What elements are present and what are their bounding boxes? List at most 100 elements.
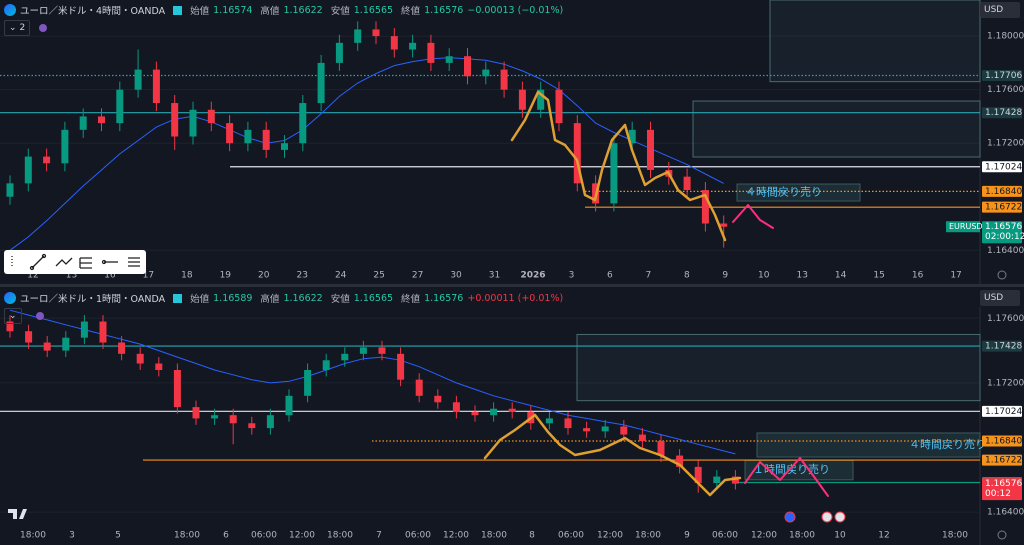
x-tick-label: 17 <box>143 271 154 281</box>
symbol: ユーロ／米ドル・1時間・OANDA <box>20 294 166 305</box>
candle-body <box>434 395 442 403</box>
zone <box>576 333 981 402</box>
candle-body <box>281 143 288 150</box>
indicator-count: 2 <box>19 23 26 33</box>
countdown: 02:00:12 <box>985 232 1024 242</box>
candle-body <box>537 89 545 110</box>
candle-body <box>518 89 526 110</box>
candle-body <box>555 89 563 124</box>
event-icon <box>784 511 796 523</box>
x-tick-label: 6 <box>223 531 229 541</box>
low-label: 安値 <box>330 294 350 305</box>
currency[interactable]: USD <box>980 2 1020 18</box>
price-tag-label: 1.16576 <box>985 479 1022 489</box>
header-top: ユーロ／米ドル・4時間・OANDA 始値 1.16574 高値 1.16622 安値… <box>4 1 563 19</box>
candle-body <box>647 129 654 170</box>
annotation-text: ４時間戻り売り <box>745 186 822 199</box>
x-tick-label: 06:00 <box>251 531 277 541</box>
close-label: 終値 <box>401 6 421 17</box>
annotation-box <box>736 183 861 202</box>
candle-body <box>731 476 739 484</box>
candle-body <box>171 103 179 137</box>
symbol-tag-label: EURUSD <box>949 222 983 231</box>
price-tag <box>982 454 1022 466</box>
high-value: 1.16622 <box>283 4 323 16</box>
candle-body <box>452 402 460 412</box>
candle-body <box>266 415 274 429</box>
drawing <box>483 413 742 497</box>
x-tick-label: 17 <box>950 271 961 281</box>
high-label: 高値 <box>260 294 280 305</box>
y-tick-label: 1.17200 <box>987 139 1024 149</box>
change: +0.00011 (+0.01%) <box>467 292 564 304</box>
x-tick-label: 10 <box>758 271 770 281</box>
x-tick-label: 25 <box>373 271 384 281</box>
x-tick-label: 18:00 <box>635 531 661 541</box>
x-tick-label: 9 <box>684 531 690 541</box>
y-tick-label: 1.18000 <box>987 32 1024 42</box>
x-tick-label: 06:00 <box>405 531 431 541</box>
price-tag-label: 1.16722 <box>985 456 1022 466</box>
x-tick-label: 13 <box>796 271 807 281</box>
candle-body <box>471 411 479 416</box>
candle-body <box>62 337 70 351</box>
x-tick-label: 6 <box>607 271 613 281</box>
x-tick-label: 8 <box>684 271 690 281</box>
open-value: 1.16574 <box>213 4 253 16</box>
price-tag-label: 1.17024 <box>985 162 1022 172</box>
y-tick-label: 1.16400 <box>987 246 1024 256</box>
candle-body <box>508 408 516 412</box>
candle-body <box>359 347 367 354</box>
close-value: 1.16576 <box>424 4 464 16</box>
candle-body <box>409 42 417 50</box>
price-tag-label: 1.17428 <box>985 108 1022 118</box>
candle-body <box>657 441 665 456</box>
x-tick-label: 23 <box>296 271 307 281</box>
annotation-text: ４時間戻り売り <box>909 438 986 451</box>
currency[interactable]: USD <box>980 290 1020 306</box>
candle-body <box>6 321 14 332</box>
close-label: 終値 <box>401 294 421 305</box>
candle-body <box>98 116 105 124</box>
price-tag-label: 1.16722 <box>985 203 1022 213</box>
low-label: 安値 <box>330 6 350 17</box>
candle-body <box>229 415 237 424</box>
candle-body <box>676 455 684 467</box>
candle-body <box>694 466 702 484</box>
candle-body <box>713 476 721 484</box>
indicator-toggle[interactable]: ⌄ <box>4 308 22 324</box>
x-tick-label: 18:00 <box>789 531 815 541</box>
moving-average <box>9 57 724 251</box>
indicator-icon <box>39 24 47 32</box>
indicator-icon <box>36 312 44 320</box>
indicator-toggle[interactable]: ⌄ 2 <box>4 20 31 36</box>
x-tick-label: 27 <box>412 271 423 281</box>
candle-body <box>304 369 312 396</box>
candle-body <box>155 363 163 370</box>
price-tag-label: 1.17428 <box>985 342 1022 352</box>
x-tick-label: 14 <box>835 271 847 281</box>
candle-body <box>628 129 636 144</box>
tv-logo <box>8 509 27 519</box>
candle-body <box>136 353 144 364</box>
x-tick-label: 18:00 <box>20 531 46 541</box>
open-label: 始値 <box>190 6 210 17</box>
candle-body <box>24 156 32 184</box>
header-bottom: ユーロ／米ドル・1時間・OANDA 始値 1.16589 高値 1.16622 安値… <box>4 289 563 307</box>
moving-average <box>9 309 736 455</box>
low-value: 1.16565 <box>353 4 394 16</box>
candle-body <box>285 395 293 416</box>
y-tick-label: 1.17600 <box>987 314 1024 324</box>
price-tag <box>982 405 1022 417</box>
price-tag <box>982 107 1022 119</box>
candle-body <box>445 56 453 63</box>
settings-icon <box>997 530 1007 540</box>
candle-body <box>226 123 234 144</box>
candle-body <box>152 69 160 104</box>
candle-body <box>378 347 386 354</box>
candle-body <box>397 353 405 380</box>
x-tick-label: 15 <box>873 271 884 281</box>
x-tick-label: 24 <box>335 271 347 281</box>
x-tick-label: 18:00 <box>327 531 353 541</box>
